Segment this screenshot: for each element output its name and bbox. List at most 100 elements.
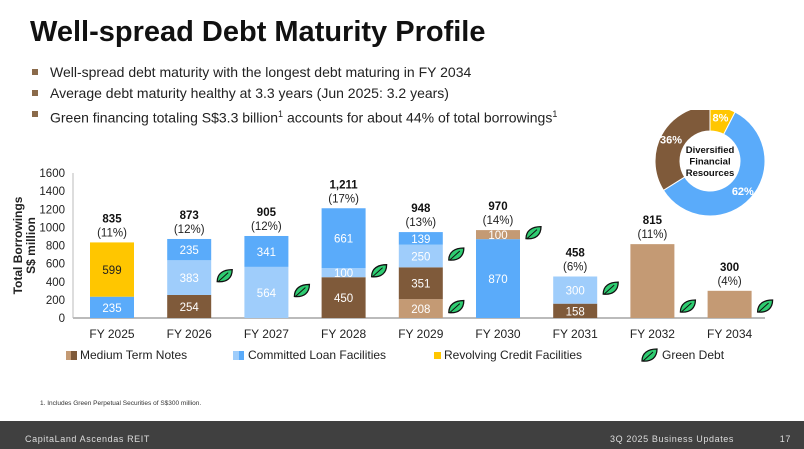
footnote-ref: 1 [278,109,284,119]
bar-total-label: 948 [411,203,431,215]
x-tick-label: FY 2031 [553,327,598,341]
donut-slice-label: 62% [732,186,754,198]
bar-segment [244,235,289,267]
bullet-item: Well-spread debt maturity with the longe… [30,62,557,83]
bar-segment-label: 564 [257,288,277,300]
legend-label: Medium Term Notes [80,348,187,362]
bar-segment-label: 158 [566,306,585,318]
bar-segment-label: 254 [180,302,200,314]
bar-share-label: (17%) [328,193,359,205]
bar-segment-label: 599 [102,265,121,277]
y-tick-label: 0 [59,313,65,325]
bar-segment-label: 100 [488,230,507,242]
bar-segment-label: 351 [411,279,430,291]
bar-segment-label: 100 [334,268,353,280]
bar-total-label: 970 [488,201,507,213]
legend-swatch-clf-light [233,351,239,360]
bar-segment-label: 870 [488,274,507,286]
bar-total-label: 815 [643,215,663,227]
legend-label: Committed Loan Facilities [248,348,386,362]
y-tick-label: 200 [46,295,65,307]
y-axis-label: Total BorrowingsS$ million [11,196,38,294]
legend-label: Green Debt [662,348,725,362]
donut-center-label: Financial [689,157,730,168]
bar-share-label: (12%) [174,224,205,236]
donut-center-label: Diversified [686,145,735,156]
donut-slice-label: 8% [712,113,728,125]
bar-segment [707,290,752,318]
leaf-vein [758,302,769,313]
bar-segment-label: 250 [411,252,430,264]
bar-segment [476,239,520,318]
leaf-vein [449,303,461,313]
bar-segment [476,230,520,240]
bar-total-label: 835 [102,213,122,225]
bar-total-label: 905 [257,207,277,219]
footer-deck: 3Q 2025 Business Updates [610,434,734,444]
leaf-vein [603,284,615,295]
bar-total-label: 300 [720,262,739,274]
y-tick-label: 800 [46,241,65,253]
footnote: 1. Includes Green Perpetual Securities o… [40,400,202,407]
bar-segment-label: 450 [334,293,353,305]
bar-share-label: (4%) [717,276,741,288]
bar-segment [90,242,134,297]
donut-center-label: Resources [686,168,735,179]
leaf-vein [295,287,306,297]
x-tick-label: FY 2029 [398,327,443,341]
y-tick-label: 400 [46,277,65,289]
footer: CapitaLand Ascendas REIT 3Q 2025 Busines… [0,421,804,449]
bar-share-label: (12%) [251,221,282,233]
footer-company: CapitaLand Ascendas REIT [25,434,150,444]
bar-total-label: 458 [566,247,586,259]
bar-segment [167,294,212,318]
bar-segment [398,299,443,318]
legend-swatch-mtn-light [66,351,71,360]
bar-segment-label: 300 [566,286,585,298]
bar-segment-label: 235 [102,303,121,315]
bar-segment [167,260,212,295]
bar-segment [244,266,289,318]
bullet-text: Average debt maturity healthy at 3.3 yea… [50,85,449,101]
leaf-vein [526,229,538,239]
bar-segment [398,267,443,300]
legend-label: Revolving Credit Facilities [444,348,582,362]
leaf-vein [681,302,692,313]
bar-segment [167,238,212,261]
legend-swatch-mtn-dark [71,351,77,360]
bar-share-label: (13%) [405,217,436,229]
bar-segment [553,276,598,304]
leaf-vein [449,250,461,261]
bar-segment-label: 208 [411,304,430,316]
x-tick-label: FY 2026 [167,327,212,341]
bar-share-label: (14%) [483,215,514,227]
bullet-text: Green financing totaling S$3.3 billion [50,109,279,126]
leaf-vein [217,272,229,282]
bar-total-label: 873 [180,210,199,222]
page-title: Well-spread Debt Maturity Profile [30,16,486,48]
bar-segment-label: 383 [180,273,199,285]
donut-slice-label: 36% [660,135,682,147]
x-tick-label: FY 2034 [707,327,752,341]
bullet-text: accounts for about 44% of total borrowin… [283,109,553,126]
bar-segment-label: 235 [180,245,199,257]
bar-share-label: (11%) [97,227,127,239]
leaf-vein [372,267,383,278]
legend-swatch-clf-dark [239,351,244,360]
x-tick-label: FY 2030 [475,327,520,341]
bar-segment [321,208,366,269]
x-tick-label: FY 2025 [89,327,134,341]
legend-swatch-rcf [434,352,441,359]
debt-maturity-chart: 0 200 400 600 800 1000 1200 1400 1600 Total Borro… [11,110,774,362]
bar-segment [630,244,675,318]
y-tick-label: 1000 [39,222,65,234]
x-tick-label: FY 2032 [630,327,675,341]
bar-segment [90,296,134,318]
bar-segment-label: 139 [411,234,430,246]
bar-segment [398,232,443,245]
y-tick-label: 600 [46,259,65,271]
y-tick-label: 1400 [39,186,65,198]
y-tick-label: 1600 [39,168,65,180]
bar-segment [398,244,443,268]
footnote-ref: 1 [552,109,558,119]
